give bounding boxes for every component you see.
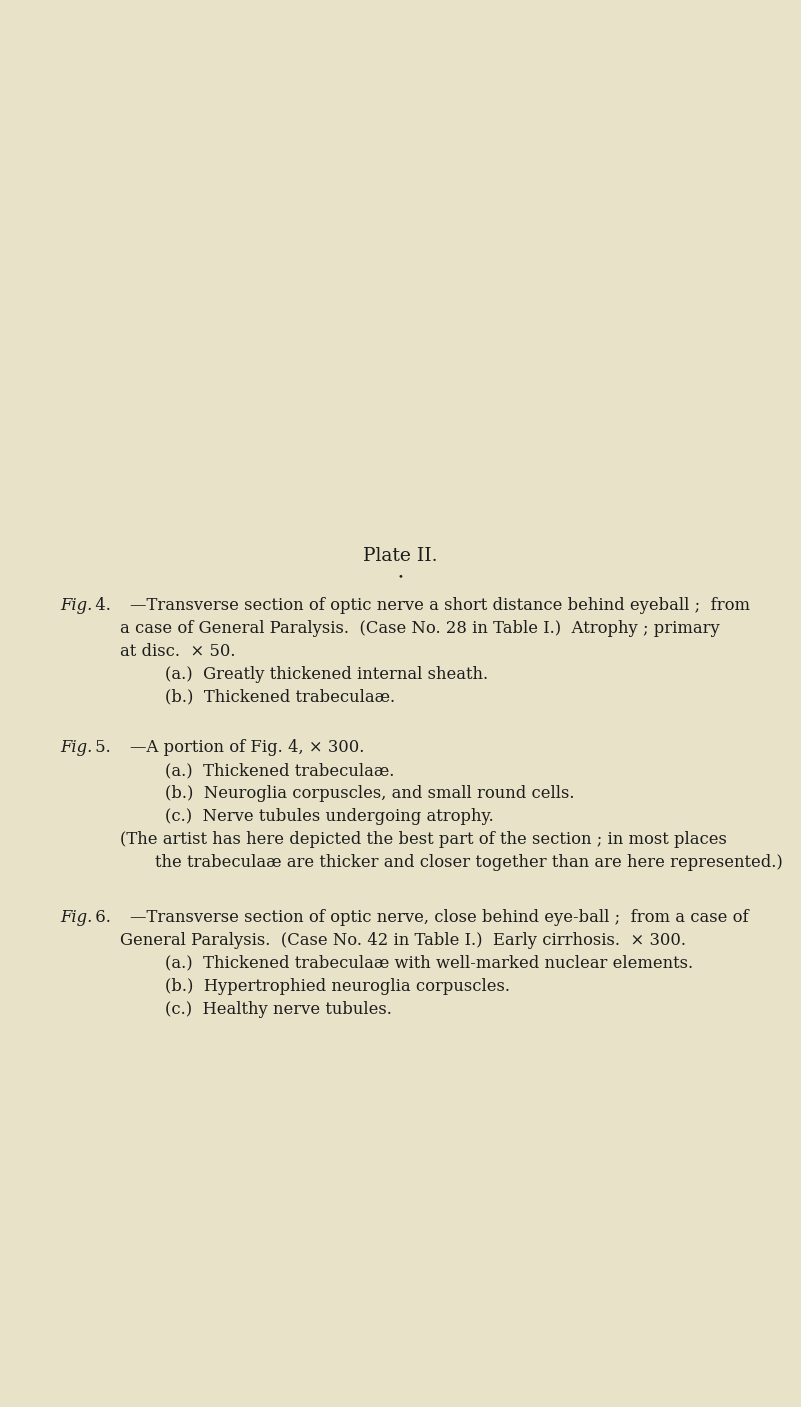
Text: Fig.: Fig.	[60, 597, 92, 613]
Text: (a.)  Thickened trabeculaæ.: (a.) Thickened trabeculaæ.	[165, 763, 394, 779]
Text: 4.: 4.	[90, 597, 111, 613]
Text: Fig.: Fig.	[60, 739, 92, 756]
Text: (The artist has here depicted the best part of the section ; in most places: (The artist has here depicted the best p…	[120, 830, 727, 847]
Text: —Transverse section of optic nerve, close behind eye-ball ;  from a case of: —Transverse section of optic nerve, clos…	[130, 909, 749, 926]
Text: General Paralysis.  (Case No. 42 in Table I.)  Early cirrhosis.  × 300.: General Paralysis. (Case No. 42 in Table…	[120, 931, 686, 948]
Text: (c.)  Healthy nerve tubules.: (c.) Healthy nerve tubules.	[165, 1000, 392, 1017]
Text: 6.: 6.	[90, 909, 111, 926]
Text: (b.)  Neuroglia corpuscles, and small round cells.: (b.) Neuroglia corpuscles, and small rou…	[165, 785, 574, 802]
Text: Plate II.: Plate II.	[363, 547, 438, 566]
Text: —A portion of Fig. 4, × 300.: —A portion of Fig. 4, × 300.	[130, 739, 364, 756]
Text: (a.)  Greatly thickened internal sheath.: (a.) Greatly thickened internal sheath.	[165, 666, 488, 682]
Text: 5.: 5.	[90, 739, 111, 756]
Text: the trabeculaæ are thicker and closer together than are here represented.): the trabeculaæ are thicker and closer to…	[155, 854, 783, 871]
Text: (b.)  Thickened trabeculaæ.: (b.) Thickened trabeculaæ.	[165, 688, 395, 706]
Text: (a.)  Thickened trabeculaæ with well-marked nuclear elements.: (a.) Thickened trabeculaæ with well-mark…	[165, 955, 693, 972]
Text: (c.)  Nerve tubules undergoing atrophy.: (c.) Nerve tubules undergoing atrophy.	[165, 808, 493, 825]
Text: a case of General Paralysis.  (Case No. 28 in Table I.)  Atrophy ; primary: a case of General Paralysis. (Case No. 2…	[120, 620, 720, 637]
Text: •: •	[397, 573, 404, 581]
Text: —Transverse section of optic nerve a short distance behind eyeball ;  from: —Transverse section of optic nerve a sho…	[130, 597, 750, 613]
Text: at disc.  × 50.: at disc. × 50.	[120, 643, 235, 660]
Text: Fig.: Fig.	[60, 909, 92, 926]
Text: (b.)  Hypertrophied neuroglia corpuscles.: (b.) Hypertrophied neuroglia corpuscles.	[165, 978, 510, 995]
